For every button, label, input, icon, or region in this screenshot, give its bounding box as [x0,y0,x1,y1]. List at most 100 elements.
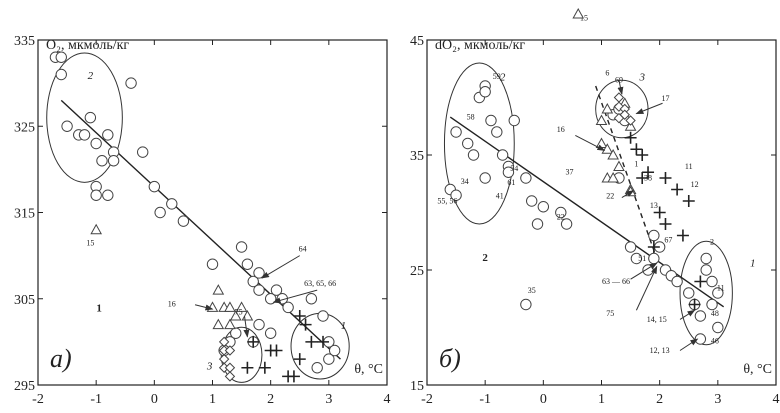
circle-point [230,327,242,339]
group-label: 3 [206,360,213,372]
x-tick-label: 0 [540,392,547,407]
annotation-arrow [679,309,696,320]
y-tick-label: 35 [410,149,424,164]
cross-point [258,361,271,374]
point-annotation: 11 [685,162,693,171]
circle-point [502,166,515,178]
regression-line [449,116,725,308]
cross-point [671,183,684,196]
point-annotation: 16 [557,125,565,134]
y-tick-label: 315 [14,207,35,222]
cross-point [287,370,300,383]
circle-point [671,275,683,288]
circle-point [712,287,724,299]
circle-point [107,155,120,167]
circle-point [712,321,724,334]
cross-point [694,275,707,288]
point-annotation: 61 [507,178,515,187]
triangle-point [229,309,242,321]
annotation-arrow [617,80,624,96]
circle-point [55,68,67,81]
circle-point [648,229,660,242]
circle-point [264,327,277,339]
annotation-arrow [621,190,635,198]
point-annotation: 11 [717,284,725,293]
x-tick-label: -2 [421,392,433,407]
triangle-point [607,171,619,183]
point-annotation: 13 [650,201,658,210]
circle-point [235,241,248,253]
x-tick-label: 3 [714,392,721,407]
circle-point [706,275,718,288]
cross-point [642,166,655,179]
circle-point [624,241,637,253]
circle-point [520,172,532,184]
triangle-point [206,301,219,312]
circle-point [206,258,219,270]
circle-point [706,298,718,311]
triangle-point [624,120,637,131]
circle-point [450,189,462,201]
group-label: 1 [341,320,347,332]
cross-point [241,361,254,374]
cross-point [676,229,689,242]
circle-point [247,275,259,288]
triangle-point [224,318,236,330]
annotation-arrow [194,304,214,311]
group-ellipse [443,62,515,225]
x-tick-label: 2 [656,392,663,407]
circle-point [253,318,265,331]
cross-point [636,172,649,184]
circle-point [90,189,102,201]
circle-point [462,137,474,150]
cross-point [299,318,312,331]
y-tick-label: 335 [14,34,35,49]
cross-point [317,335,330,348]
circle-point [61,120,73,132]
triangle-point [595,137,608,148]
panel-label: б) [439,344,461,373]
circle-point [282,301,294,314]
circle-point [496,149,509,161]
circle-point [305,293,318,305]
circle-point [102,189,114,201]
point-annotation: 12 [691,180,699,189]
cross-point [624,131,637,144]
circle-point [700,252,712,265]
point-annotation: 12, 13 [650,346,670,355]
group-label: 1 [750,258,756,270]
annotation-arrow [679,338,699,351]
circle-point [531,218,544,230]
annotation-arrow [575,135,606,151]
line-label: 2 [482,252,488,264]
circle-point [177,215,190,227]
circle-point [125,77,137,89]
cross-point [653,206,666,219]
circle-point [479,172,491,184]
cross-point [647,241,660,253]
annotation-arrow [272,289,318,304]
circle-point [137,146,149,158]
group-label: 2 [500,71,506,83]
diamond-point [625,115,636,126]
plot-frame [426,39,777,386]
x-tick-label: 4 [384,392,391,407]
point-annotation: 37 [566,168,574,177]
triangle-point [235,301,248,312]
cross-point [659,172,672,184]
point-annotation: 63 — 66 [602,277,630,286]
circle-point [479,86,491,98]
triangle-point [212,284,225,295]
x-axis-title: θ, °C [354,362,383,377]
point-annotation: 38 [644,173,652,182]
circle-point [166,198,178,210]
point-annotation: 48 [711,309,719,318]
circle-point [560,218,573,230]
circle-point [102,129,114,141]
point-annotation: 51 [638,254,646,263]
diamond-point [613,112,625,124]
group-label: 2 [88,70,94,82]
point-annotation: 16 [168,300,176,309]
